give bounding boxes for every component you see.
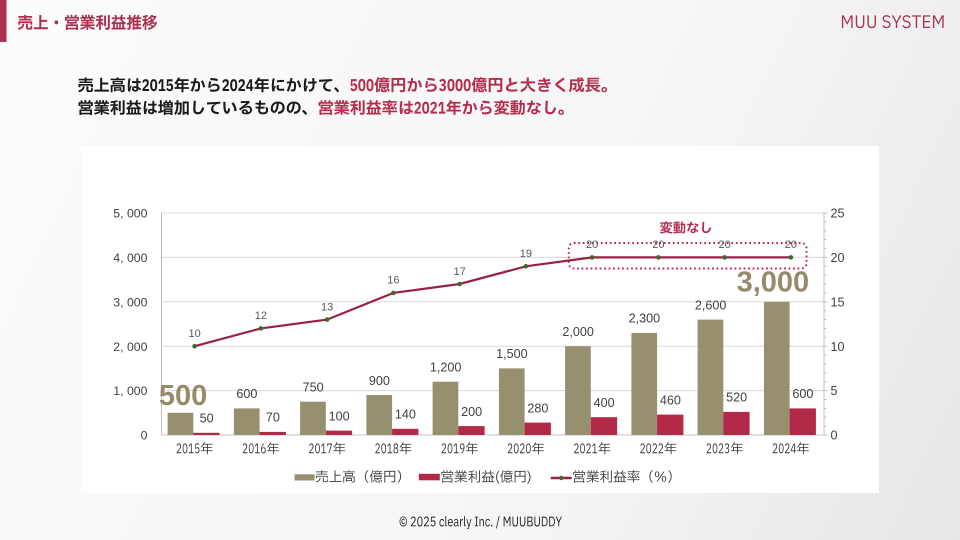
svg-text:600: 600 — [792, 387, 813, 401]
svg-text:20: 20 — [718, 239, 730, 251]
svg-text:140: 140 — [395, 408, 416, 422]
svg-text:400: 400 — [594, 396, 615, 410]
svg-text:19: 19 — [520, 248, 532, 260]
svg-text:3, 000: 3, 000 — [113, 295, 147, 309]
svg-text:20: 20 — [652, 239, 664, 251]
svg-text:1,500: 1,500 — [496, 347, 528, 361]
svg-text:0: 0 — [831, 429, 838, 443]
svg-text:20: 20 — [586, 239, 598, 251]
svg-text:10: 10 — [831, 340, 845, 354]
svg-text:2, 000: 2, 000 — [113, 340, 147, 354]
svg-text:5: 5 — [831, 384, 838, 398]
svg-text:50: 50 — [200, 412, 214, 426]
svg-text:1, 000: 1, 000 — [113, 384, 147, 398]
svg-text:0: 0 — [141, 429, 148, 443]
svg-text:2,600: 2,600 — [695, 298, 727, 312]
svg-text:70: 70 — [266, 411, 280, 425]
svg-text:13: 13 — [321, 301, 333, 313]
svg-text:1,200: 1,200 — [430, 361, 462, 375]
svg-text:3,000: 3,000 — [737, 267, 810, 299]
svg-text:460: 460 — [660, 393, 681, 407]
svg-text:15: 15 — [831, 295, 845, 309]
svg-text:900: 900 — [369, 374, 390, 388]
svg-text:100: 100 — [329, 409, 350, 423]
svg-text:600: 600 — [236, 387, 257, 401]
svg-text:20: 20 — [831, 251, 845, 265]
svg-text:2,300: 2,300 — [629, 312, 661, 326]
svg-text:25: 25 — [831, 207, 845, 221]
svg-text:200: 200 — [461, 405, 482, 419]
svg-text:500: 500 — [159, 380, 207, 412]
svg-text:750: 750 — [303, 381, 324, 395]
svg-text:280: 280 — [527, 401, 548, 415]
svg-text:4, 000: 4, 000 — [113, 251, 147, 265]
svg-text:2,000: 2,000 — [562, 325, 594, 339]
svg-text:17: 17 — [453, 266, 465, 278]
svg-text:16: 16 — [387, 275, 399, 287]
svg-text:20: 20 — [785, 239, 797, 251]
svg-text:10: 10 — [188, 328, 200, 340]
svg-text:5, 000: 5, 000 — [113, 207, 147, 221]
svg-text:12: 12 — [255, 310, 267, 322]
svg-text:520: 520 — [726, 391, 747, 405]
